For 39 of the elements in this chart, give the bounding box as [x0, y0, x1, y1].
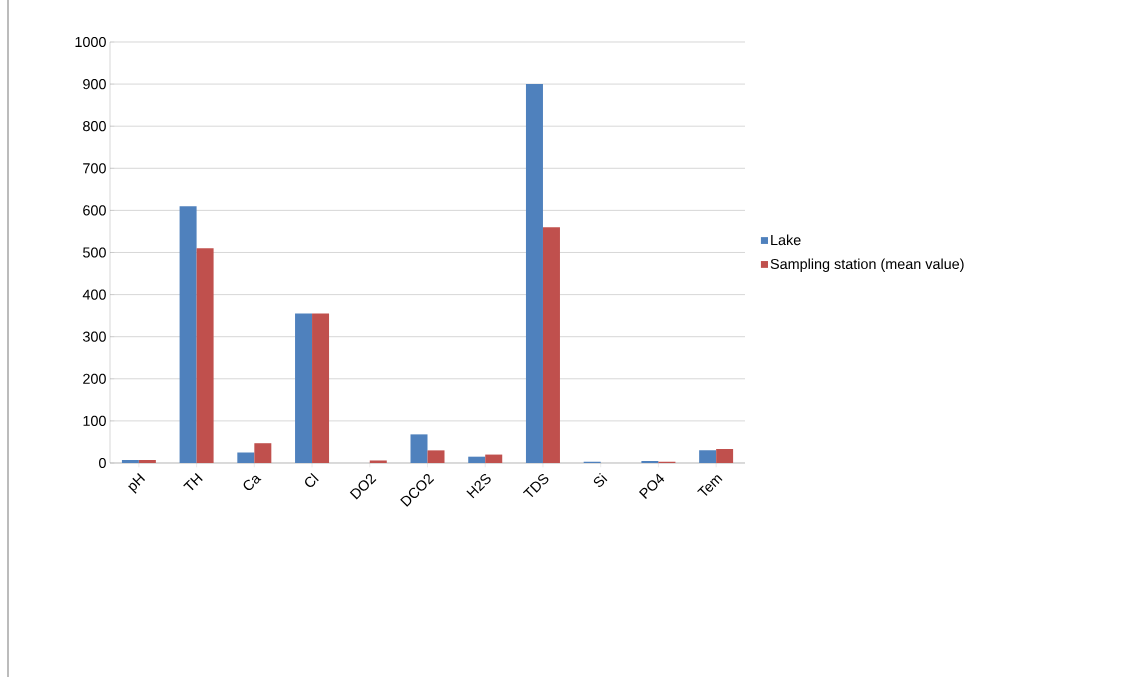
bar: [427, 450, 445, 463]
bar: [295, 313, 313, 463]
legend-label: Lake: [771, 234, 801, 246]
bar: [312, 313, 330, 463]
legend-label: Sampling station (mean value): [770, 258, 964, 272]
y-tick-label: 700: [83, 163, 106, 174]
y-tick-label: 400: [82, 289, 106, 300]
bar: [179, 206, 197, 463]
bar: [485, 454, 503, 463]
y-tick-label: 900: [83, 79, 106, 90]
bar: [237, 452, 255, 463]
y-tick-label: 200: [83, 373, 106, 384]
y-tick-label: 100: [83, 415, 106, 426]
x-tick-label: pH: [128, 473, 146, 494]
bar: [525, 84, 543, 463]
bar: [138, 460, 156, 463]
x-tick-label: TDS: [522, 474, 549, 498]
y-tick-label: 500: [83, 247, 106, 258]
x-tick-label: Tem: [697, 475, 723, 496]
bar: [121, 460, 139, 463]
bar: [542, 227, 560, 463]
bar: [641, 460, 659, 463]
y-tick-label: 600: [83, 205, 106, 216]
y-tick-label: 800: [83, 121, 106, 132]
bar: [254, 443, 272, 463]
bar: [410, 434, 428, 463]
x-tick-label: Cl: [305, 472, 319, 487]
y-tick-label: 1000: [75, 36, 106, 48]
bar: [369, 460, 387, 463]
bar: [468, 456, 486, 463]
x-tick-label: H2S: [466, 474, 491, 499]
x-tick-label: Ca: [243, 475, 262, 491]
bar: [699, 450, 717, 463]
bar: [196, 248, 214, 463]
bar: [716, 449, 734, 463]
y-tick-label: 0: [99, 457, 106, 469]
x-tick-label: Si: [593, 472, 608, 488]
y-tick-label: 300: [82, 331, 106, 342]
x-tick-label: TH: [183, 473, 203, 491]
